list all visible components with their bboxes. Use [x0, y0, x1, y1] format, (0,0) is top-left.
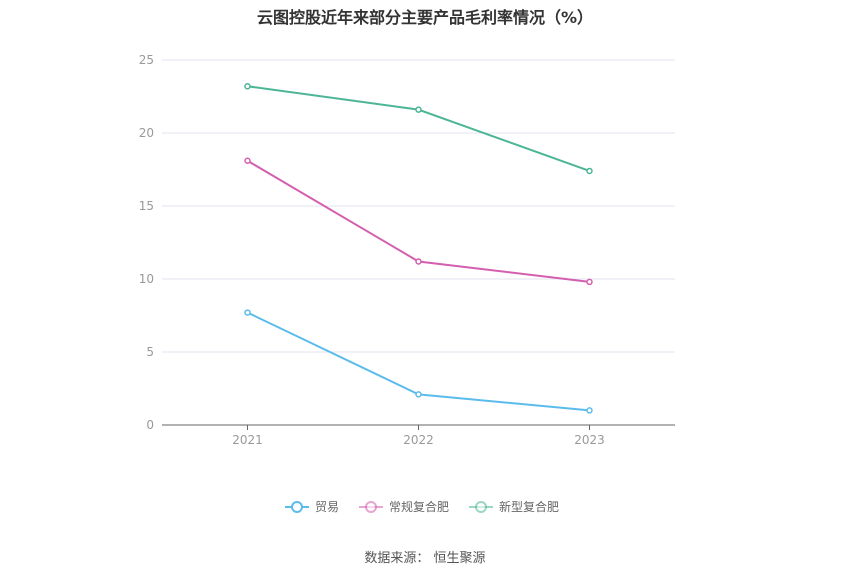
legend-label: 贸易: [315, 500, 339, 514]
x-tick-label: 2021: [232, 433, 263, 447]
legend-label: 新型复合肥: [499, 499, 559, 514]
chart-title: 云图控股近年来部分主要产品毛利率情况（%）: [256, 8, 594, 27]
data-source: 数据来源： 恒生聚源: [364, 551, 486, 566]
legend-item: 新型复合肥: [469, 499, 559, 514]
legend-marker: [365, 501, 377, 513]
data-point: [586, 407, 593, 414]
legend-item: 常规复合肥: [359, 499, 449, 514]
data-point: [586, 167, 593, 175]
data-point: [415, 258, 422, 265]
data-point: [586, 278, 593, 286]
legend-item: 贸易: [285, 500, 339, 514]
legend-marker: [475, 501, 487, 513]
y-tick-label: 10: [139, 272, 154, 286]
x-tick-label: 2022: [403, 433, 434, 447]
data-point: [415, 106, 422, 113]
data-point: [415, 391, 422, 398]
y-tick-label: 15: [139, 199, 154, 213]
legend: 贸易 常规复合肥 新型复合肥: [285, 499, 559, 514]
series-line: [247, 85, 590, 172]
y-tick-label: 0: [146, 418, 154, 432]
data-point: [244, 157, 251, 164]
y-tick-label: 20: [139, 126, 154, 140]
series-lines: [244, 83, 593, 414]
grid-lines: [162, 59, 675, 353]
y-tick-label: 5: [146, 345, 154, 359]
legend-label: 常规复合肥: [389, 499, 449, 514]
x-tick-label: 2023: [574, 433, 605, 447]
data-point: [244, 309, 251, 316]
legend-marker: [291, 501, 303, 513]
axes: 0 5 10 15 20 25 2021 2022 2023: [139, 53, 675, 447]
data-point: [244, 83, 251, 90]
y-tick-label: 25: [139, 53, 154, 67]
